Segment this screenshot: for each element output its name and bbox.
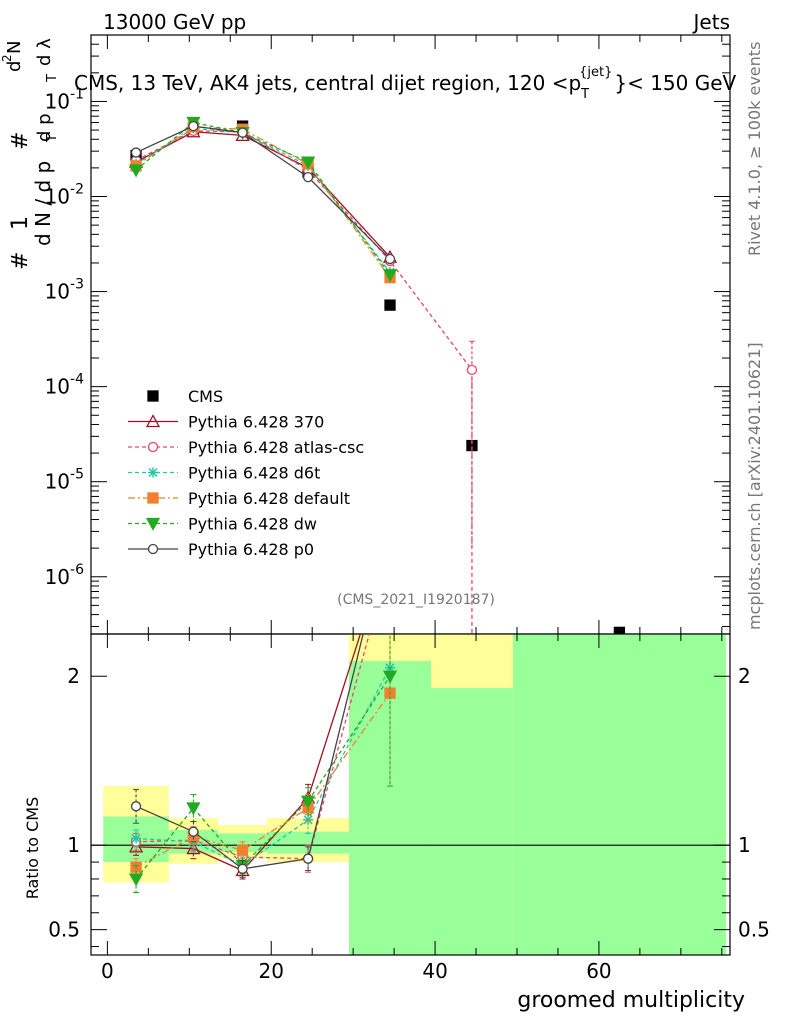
header-right: Jets (692, 10, 730, 34)
main-frame (90, 34, 731, 635)
series-5-point (382, 269, 398, 283)
ratio-band-green-4 (349, 661, 431, 955)
series-6-point (130, 147, 142, 158)
series-3-line (135, 127, 391, 273)
ratio-ytick-label: 1 (67, 833, 80, 857)
ylabel-n: N (4, 41, 25, 54)
legend-marker-0 (147, 390, 159, 402)
title-post: }< 150 GeV (614, 71, 736, 95)
title-sup: {jet} (579, 65, 612, 80)
main-ytick-label: 10-6 (45, 562, 85, 589)
main-ytick-label: 10-1 (45, 86, 84, 113)
ratio-xtick-label: 0 (101, 959, 114, 983)
series-0-point (384, 299, 396, 311)
main-ytick-label: 10-3 (45, 277, 84, 304)
ratio-band-green-6 (512, 634, 726, 955)
ratio-xtick-label: 20 (259, 959, 284, 983)
ratio-series-2-point-stroke (131, 833, 141, 843)
ylabel-hash1: # (8, 252, 33, 270)
main-ylabel: # 1 d N / d p T # d 2 N d p T d λ (0, 38, 60, 270)
header-left: 13000 GeV pp (103, 10, 246, 34)
ratio-frame (90, 633, 731, 956)
legend-label-5: Pythia 6.428 dw (188, 515, 317, 534)
ratio-series-4-point (186, 802, 201, 816)
ratio-ytick-label: 0.5 (48, 918, 80, 942)
ratio-series-0-point (186, 841, 201, 855)
main-ytick-label: 10-4 (45, 372, 85, 399)
ratio-series-4-point (301, 795, 316, 809)
ratio-series-5-point (188, 826, 199, 837)
series-6-point (302, 171, 314, 183)
ylabel-dp: d p (34, 113, 55, 142)
ratio-series-2-line (136, 667, 391, 867)
legend-label-6: Pythia 6.428 p0 (188, 540, 314, 559)
main-series-group (128, 116, 626, 634)
series-5-point (128, 164, 144, 178)
legend-label-3: Pythia 6.428 d6t (188, 464, 320, 483)
series-1-line (135, 131, 391, 258)
ratio-series-4-point (382, 670, 398, 684)
ylabel-hash2: # (8, 132, 33, 150)
legend-marker-5 (145, 517, 161, 531)
ratio-ytick-label: 2 (67, 664, 80, 688)
main-ytick-label: 10-5 (45, 467, 84, 494)
series-6-point (384, 253, 396, 265)
legend-marker-4 (147, 492, 159, 504)
main-ytick-label: 10-2 (45, 182, 84, 209)
ylabel-d: d (4, 61, 25, 72)
series-6-point (188, 120, 199, 132)
ratio-band-green-5 (430, 688, 513, 955)
ratio-ytick-label-right: 1 (738, 833, 751, 857)
main-y-ticks: 10-1 10-2 10-3 10-4 10-5 10-6 (45, 34, 731, 635)
xlabel: groomed multiplicity (517, 988, 745, 1013)
series-6-point (237, 127, 248, 138)
ratio-band-green-3 (267, 831, 350, 854)
legend: CMS Pythia 6.428 370 Pythia 6.428 atlas-cs… (128, 387, 364, 559)
legend-label-1: Pythia 6.428 370 (188, 413, 324, 432)
ratio-plot: 0 20 40 60 0.5 0.5 1 1 2 2 (48, 633, 770, 983)
ratio-series-5-point (130, 801, 142, 812)
series-5-point (301, 156, 316, 170)
series-5-line (135, 121, 391, 276)
ylabel-one: 1 (8, 216, 33, 230)
legend-marker-1 (145, 414, 161, 428)
series-4-line (135, 126, 391, 279)
legend-marker-3-stroke (148, 467, 158, 478)
series-6-line (135, 125, 391, 260)
ylabel-dlambda: d λ (34, 38, 55, 66)
legend-marker-3 (148, 467, 158, 478)
ratio-series-2-point (131, 833, 142, 844)
main-plot (128, 116, 626, 634)
legend-label-4: Pythia 6.428 default (188, 489, 350, 508)
ylabel-sub1: T (45, 134, 60, 143)
ratio-series-4-line (135, 675, 391, 880)
ratio-xtick-label: 60 (586, 959, 611, 983)
watermark: (CMS_2021_I1920187) (337, 592, 495, 608)
chart-title: CMS, 13 TeV, AK4 jets, central dijet reg… (74, 65, 737, 102)
ratio-series-4-point (128, 873, 144, 887)
mcplots-label: mcplots.cern.ch [arXiv:2401.10621] (745, 342, 764, 630)
ratio-series-5-point (237, 863, 248, 874)
ratio-ytick-label-right: 0.5 (738, 918, 770, 942)
rivet-label: Rivet 4.1.0, ≥ 100k events (745, 42, 764, 256)
legend-marker-6 (147, 543, 159, 555)
title-pre: CMS, 13 TeV, AK4 jets, central dijet reg… (74, 71, 581, 95)
ylabel-two: 2 (0, 54, 14, 62)
ratio-ylabel: Ratio to CMS (23, 797, 42, 899)
ratio-series-5-point (302, 853, 314, 864)
title-sub: T (580, 87, 589, 102)
ylabel-dn: d N / d p (31, 161, 55, 246)
series-2-point (466, 364, 478, 376)
ratio-xtick-label: 40 (422, 959, 447, 983)
legend-label-2: Pythia 6.428 atlas-csc (188, 438, 364, 457)
series-0-point (613, 626, 626, 634)
legend-marker-2 (147, 441, 159, 453)
ratio-series-group (128, 634, 398, 893)
ratio-series-3-point (236, 844, 249, 856)
legend-label-0: CMS (188, 387, 223, 406)
ratio-ytick-label-right: 2 (738, 664, 751, 688)
ylabel-sub2: T (45, 74, 60, 83)
